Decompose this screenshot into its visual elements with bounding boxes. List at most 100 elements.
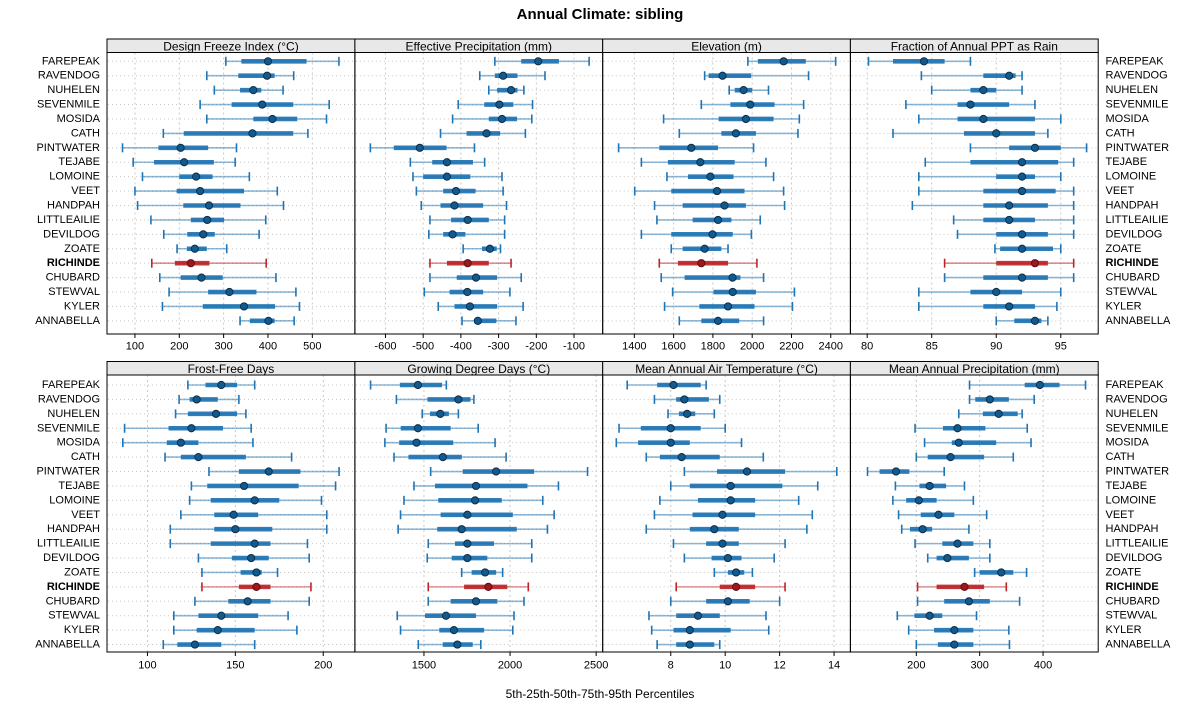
panel-4: Fraction of Annual PPT as Rain 80 85 90 95 — [849, 38, 1099, 353]
percentile-row-tejabe — [669, 481, 819, 491]
percentile-row-veet — [415, 186, 504, 196]
median-dot — [450, 201, 459, 210]
percentile-row-lomoine — [892, 495, 975, 505]
site-label-left: RICHINDE — [47, 257, 100, 269]
median-dot — [231, 525, 240, 534]
median-dot — [919, 57, 929, 66]
site-label-right: LITTLEAILIE — [1106, 214, 1169, 226]
percentile-row-cath — [915, 452, 1015, 462]
site-label-right: SEVENMILE — [1106, 422, 1169, 434]
percentile-row-lomoine — [412, 172, 503, 182]
median-dot — [1017, 158, 1027, 167]
site-label-left: HANDPAH — [47, 523, 100, 535]
percentile-row-richinde — [427, 582, 530, 592]
site-label-right: FAREPEAK — [1106, 379, 1165, 391]
x-tick-label: 2000 — [498, 660, 522, 672]
percentile-row-kyler — [437, 301, 524, 311]
median-dot — [985, 395, 994, 404]
percentile-row-tejabe — [924, 157, 1075, 167]
site-label-right: CHUBARD — [1106, 272, 1160, 284]
percentile-row-devildog — [426, 553, 533, 563]
percentile-row-kyler — [650, 625, 770, 635]
x-tick-label: -100 — [563, 341, 585, 353]
median-dot — [666, 438, 675, 447]
percentile-row-annabella — [162, 640, 256, 650]
x-tick-label: 300 — [214, 341, 232, 353]
site-label-left: STEWVAL — [48, 610, 100, 622]
site-label-right: MOSIDA — [1106, 437, 1150, 449]
median-dot — [264, 316, 273, 325]
percentile-row-mosida — [918, 114, 1062, 124]
percentile-row-littleailie — [914, 539, 991, 549]
percentile-row-tejabe — [894, 481, 966, 491]
percentile-row-kyler — [399, 625, 514, 635]
median-dot — [217, 380, 226, 390]
median-dot — [492, 467, 501, 476]
median-dot — [448, 230, 457, 239]
percentile-row-lomoine — [141, 172, 251, 182]
median-dot — [225, 287, 234, 297]
percentile-row-veet — [180, 510, 328, 520]
median-dot — [247, 553, 256, 563]
site-label-left: TEJABE — [58, 480, 100, 492]
percentile-row-lomoine — [659, 495, 800, 505]
percentile-row-ravendog — [205, 71, 295, 81]
median-dot — [463, 539, 472, 548]
percentile-row-zoate — [176, 244, 228, 254]
median-dot — [484, 582, 493, 591]
site-label-right: CATH — [1106, 127, 1135, 139]
percentile-row-chubard — [660, 273, 765, 283]
site-label-left: LITTLEAILIE — [37, 538, 100, 550]
site-label-right: RAVENDOG — [1106, 70, 1168, 82]
median-dot — [252, 568, 261, 577]
site-label-right: RAVENDOG — [1106, 393, 1168, 405]
x-tick-label: 14 — [828, 660, 840, 672]
median-dot — [436, 409, 445, 418]
site-label-right: CATH — [1106, 451, 1135, 463]
percentile-row-chubard — [158, 273, 277, 283]
x-tick-label: 95 — [1055, 341, 1067, 353]
median-dot — [463, 259, 472, 268]
median-dot — [687, 143, 696, 152]
percentile-row-devildog — [197, 553, 310, 563]
site-label-left: VEET — [71, 509, 100, 521]
percentile-row-handpah — [645, 524, 808, 534]
median-dot — [731, 582, 741, 591]
percentile-row-cath — [678, 128, 799, 138]
median-dot — [677, 453, 686, 462]
percentile-row-lomoine — [403, 495, 544, 505]
percentile-row-stewval — [173, 611, 289, 621]
median-dot — [534, 57, 543, 66]
site-label-left: ANNABELLA — [35, 639, 100, 651]
median-dot — [925, 481, 934, 491]
site-label-left: LOMOINE — [49, 171, 100, 183]
median-dot — [713, 215, 723, 225]
percentile-row-sevenmile — [700, 100, 805, 110]
site-label-left: NUHELEN — [47, 84, 100, 96]
panel-2: Effective Precipitation (mm) -600 -500 -400… — [354, 38, 604, 353]
panel-6: Growing Degree Days (°C) 1500 2000 2500 — [354, 361, 608, 672]
median-dot — [190, 640, 200, 649]
site-label-left: LOMOINE — [49, 494, 100, 506]
site-label-left: VEET — [71, 185, 100, 197]
median-dot — [953, 539, 962, 548]
x-tick-label: 400 — [259, 341, 277, 353]
percentile-row-chubard — [429, 273, 523, 283]
median-dot — [192, 172, 201, 181]
panel-title: Frost-Free Days — [188, 362, 275, 376]
x-tick-label: -500 — [412, 341, 434, 353]
median-dot — [723, 553, 733, 563]
median-dot — [723, 597, 733, 606]
percentile-row-pintwater — [683, 467, 838, 477]
site-label-left: TEJABE — [58, 156, 100, 168]
x-tick-label: 1800 — [701, 341, 725, 353]
percentile-row-ravendog — [703, 71, 810, 81]
axis-caption: 5th-25th-50th-75th-95th Percentiles — [505, 687, 695, 701]
percentile-row-littleailie — [427, 539, 533, 549]
percentile-row-cath — [162, 128, 309, 138]
percentile-row-mosida — [122, 438, 254, 448]
site-label-left: ZOATE — [64, 243, 100, 255]
site-label-left: RAVENDOG — [38, 70, 100, 82]
site-label-left: SEVENMILE — [37, 99, 100, 111]
